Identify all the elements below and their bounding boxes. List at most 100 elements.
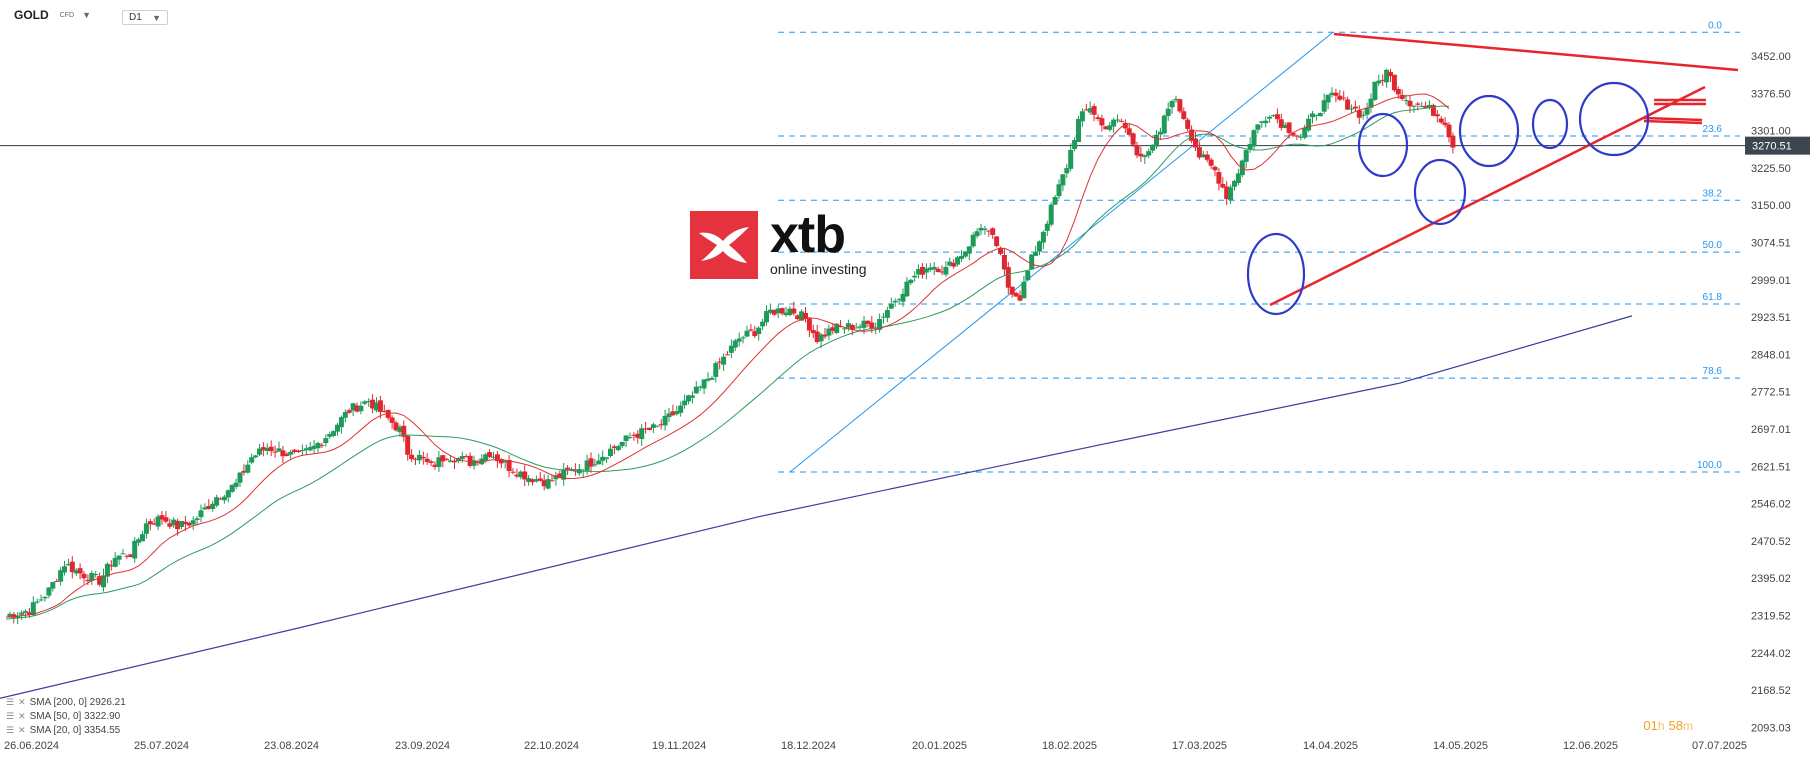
candle-body <box>962 251 968 257</box>
candle-body <box>1040 231 1046 243</box>
menu-icon[interactable]: ☰ <box>6 697 15 707</box>
candle-body <box>970 234 976 247</box>
candle-body <box>101 575 106 588</box>
highlight-circle[interactable] <box>1413 158 1467 226</box>
resistance-trendline[interactable] <box>1333 32 1739 72</box>
candle-body <box>518 471 524 478</box>
candle-body <box>927 267 933 271</box>
date-tick-label: 14.04.2025 <box>1303 740 1358 752</box>
highlight-circle[interactable] <box>1246 232 1306 316</box>
candle-body <box>245 464 251 473</box>
candle-body <box>420 456 426 459</box>
menu-icon[interactable]: ☰ <box>6 711 15 721</box>
candle-body <box>1282 124 1288 129</box>
indicator-sma50[interactable]: ☰ ✕ SMA [50, 0] 3322.90 <box>6 711 120 722</box>
date-tick-label: 18.02.2025 <box>1042 740 1097 752</box>
candle-body <box>491 456 496 458</box>
candle-body <box>627 437 633 439</box>
candle-body <box>89 572 95 581</box>
sma200-line <box>0 315 1633 699</box>
candle-body <box>923 268 929 273</box>
candle-body <box>662 415 668 426</box>
close-icon[interactable]: ✕ <box>18 711 26 721</box>
indicator-label: SMA [200, 0] 2926.21 <box>29 697 126 708</box>
highlight-circle[interactable] <box>1458 94 1520 168</box>
arrow-marker-upper[interactable] <box>1654 98 1706 106</box>
candle-body <box>584 460 590 471</box>
candle-body <box>1048 204 1054 225</box>
candle-body <box>853 327 859 329</box>
candle-body <box>1243 150 1249 162</box>
candle-body <box>666 413 672 418</box>
candle-body <box>1232 180 1237 187</box>
candle-body <box>377 400 383 412</box>
candle-body <box>389 417 395 423</box>
candle-body <box>1200 154 1206 157</box>
candle-body <box>1076 118 1081 142</box>
candle-body <box>1185 119 1191 129</box>
candle-body <box>693 386 699 394</box>
candle-body <box>670 411 676 416</box>
candle-body <box>1446 124 1452 138</box>
timeframe-selector[interactable]: D1 ▼ <box>122 10 168 25</box>
candle-body <box>877 319 883 330</box>
candle-body <box>354 405 360 412</box>
candle-body <box>62 566 67 573</box>
candle-body <box>1442 122 1448 126</box>
candle-body <box>1247 144 1253 150</box>
candle-body <box>530 479 535 483</box>
candle-body <box>1368 98 1374 108</box>
candle-body <box>409 454 415 460</box>
candle-body <box>943 266 949 275</box>
candle-body <box>65 563 71 566</box>
candle-body <box>58 570 64 582</box>
candle-body <box>912 275 918 278</box>
candle-body <box>1212 166 1218 171</box>
candle-body <box>214 497 220 506</box>
menu-icon[interactable]: ☰ <box>6 725 15 735</box>
candle-body <box>1380 79 1386 81</box>
candle-body <box>1352 106 1358 109</box>
candle-body <box>342 412 348 418</box>
indicator-sma200[interactable]: ☰ ✕ SMA [200, 0] 2926.21 <box>6 697 126 708</box>
candle-body <box>682 400 688 406</box>
candle-body <box>26 612 32 615</box>
candle-body <box>1115 119 1120 121</box>
candle-body <box>596 460 602 465</box>
highlight-circle[interactable] <box>1578 81 1650 157</box>
candle-body <box>54 580 60 582</box>
candle-body <box>436 457 442 468</box>
price-tick-label: 2621.51 <box>1751 461 1791 473</box>
highlight-circle[interactable] <box>1531 98 1569 150</box>
candle-body <box>233 482 239 487</box>
arrow-marker-lower[interactable] <box>1643 116 1703 125</box>
indicator-sma20[interactable]: ☰ ✕ SMA [20, 0] 3354.55 <box>6 725 120 736</box>
candle-body <box>569 469 574 471</box>
symbol-selector[interactable]: GOLD CFD ▼ <box>14 8 91 22</box>
candle-body <box>845 323 851 328</box>
candle-body <box>253 455 259 458</box>
support-trendline[interactable] <box>1269 85 1706 307</box>
candle-body <box>600 456 606 461</box>
logo-x-icon <box>699 227 749 263</box>
candle-body <box>167 523 173 527</box>
candle-body <box>1310 113 1315 118</box>
candle-body <box>190 520 196 525</box>
logo-tagline: online investing <box>770 261 867 277</box>
candle-body <box>1017 295 1023 301</box>
candle-body <box>1138 153 1144 157</box>
candle-body <box>713 363 719 377</box>
candle-body <box>935 268 941 273</box>
close-icon[interactable]: ✕ <box>18 697 26 707</box>
candle-body <box>1427 104 1432 108</box>
candle-body <box>1189 129 1195 141</box>
close-icon[interactable]: ✕ <box>18 725 26 735</box>
candle-body <box>674 411 680 415</box>
candle-body <box>249 457 255 463</box>
candle-body <box>42 596 48 599</box>
candle-body <box>315 442 321 449</box>
candle-body <box>448 460 454 463</box>
highlight-circle[interactable] <box>1357 112 1409 178</box>
fib-retracement-line[interactable] <box>789 31 1334 473</box>
